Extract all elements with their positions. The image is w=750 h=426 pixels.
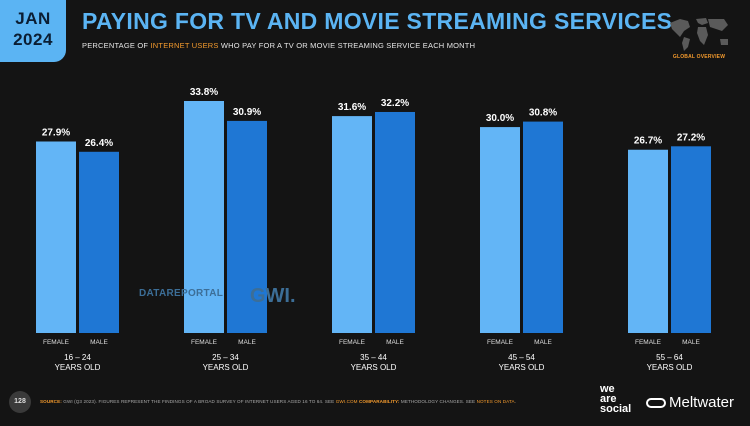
category-suffix-label: YEARS OLD [351,363,397,372]
comparability-end: . [514,399,517,404]
bar-female-2 [332,116,372,334]
subtitle-pre: PERCENTAGE OF [82,41,151,50]
series-tick-label: FEMALE [191,339,218,346]
bar-value-label: 31.6% [338,102,366,113]
bar-value-label: 26.4% [85,138,113,149]
subtitle-highlight: INTERNET USERS [150,41,219,50]
category-label: 45 – 54 [508,353,535,362]
subtitle-post: WHO PAY FOR A TV OR MOVIE STREAMING SERV… [218,41,476,50]
category-label: 16 – 24 [64,353,91,362]
bar-value-label: 27.2% [677,132,705,143]
category-label: 25 – 34 [212,353,239,362]
bar-male-0 [79,151,119,333]
bar-value-label: 30.8% [529,108,557,119]
meltwater-logo: Meltwater [646,394,734,411]
source-label: SOURCE: [40,399,62,404]
datareportal-watermark: DATAREPORTAL [139,288,224,299]
page-subtitle: PERCENTAGE OF INTERNET USERS WHO PAY FOR… [82,41,475,50]
category-suffix-label: YEARS OLD [203,363,249,372]
series-tick-label: MALE [386,339,404,346]
ws-line-1: we [600,383,615,395]
bar-male-1 [227,120,267,333]
bar-male-4 [671,146,711,333]
series-tick-label: MALE [682,339,700,346]
bar-value-label: 30.9% [233,107,261,118]
series-tick-label: FEMALE [339,339,366,346]
bar-value-label: 30.0% [486,113,514,124]
category-suffix-label: YEARS OLD [55,363,101,372]
series-tick-label: MALE [238,339,256,346]
series-tick-label: MALE [534,339,552,346]
series-tick-label: FEMALE [635,339,662,346]
badge-year: 2024 [13,30,53,49]
bar-female-3 [480,127,520,333]
category-suffix-label: YEARS OLD [499,363,545,372]
page-number: 128 [9,391,31,413]
bar-value-label: 27.9% [42,127,70,138]
source-text: GWI (Q3 2023). FIGURES REPRESENT THE FIN… [61,399,336,404]
category-suffix-label: YEARS OLD [647,363,693,372]
page-title: PAYING FOR TV AND MOVIE STREAMING SERVIC… [82,8,673,34]
notes-link[interactable]: NOTES ON DATA [476,399,515,404]
bar-male-2 [375,111,415,334]
bar-female-0 [36,141,76,333]
we-are-social-logo: we are social [600,383,632,415]
ws-line-2: are [600,393,617,405]
meltwater-mark-icon [646,398,666,409]
bar-female-4 [628,149,668,333]
source-link[interactable]: GWI.COM [335,399,358,404]
date-badge: JAN 2024 [0,0,66,62]
gwi-watermark: GWI. [250,285,296,307]
footer-source: SOURCE: GWI (Q3 2023). FIGURES REPRESENT… [40,399,516,404]
comparability-label: COMPARABILITY: [357,399,400,404]
category-label: 55 – 64 [656,353,683,362]
series-tick-label: FEMALE [43,339,70,346]
bar-value-label: 33.8% [190,87,218,98]
bar-male-3 [523,121,563,334]
comparability-text: METHODOLOGY CHANGES. SEE [399,399,477,404]
series-tick-label: MALE [90,339,108,346]
bar-female-1 [184,101,224,333]
world-map-icon [670,18,728,51]
bar-value-label: 26.7% [634,136,662,147]
series-tick-label: FEMALE [487,339,514,346]
category-label: 35 – 44 [360,353,387,362]
badge-month: JAN [15,9,51,28]
bar-value-label: 32.2% [381,98,409,109]
region-label: GLOBAL OVERVIEW [672,54,726,60]
meltwater-name: Meltwater [669,394,735,411]
ws-line-3: social [600,403,632,415]
